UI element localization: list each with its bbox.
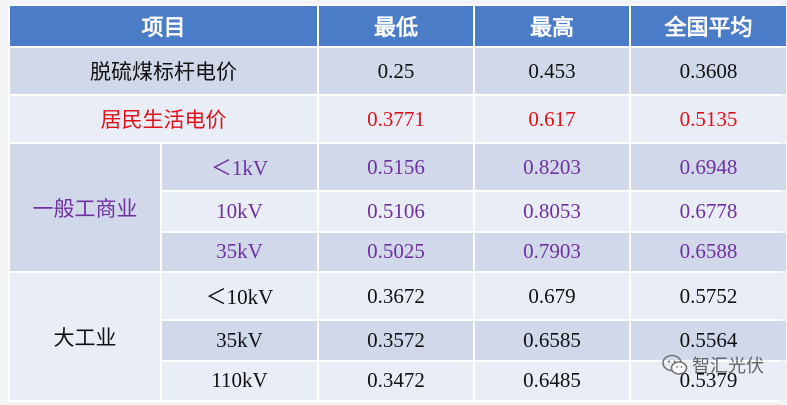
- cell-avg: 0.3608: [631, 48, 787, 95]
- cell-high: 0.617: [475, 96, 630, 143]
- cell-low: 0.3771: [319, 96, 474, 143]
- electricity-price-table: 项目 最低 最高 全国平均 脱硫煤标杆电价 0.25 0.453 0.3608 …: [8, 4, 787, 402]
- cell-avg: 0.6588: [631, 232, 787, 272]
- header-item: 项目: [10, 6, 318, 46]
- cell-high: 0.6585: [475, 321, 630, 360]
- table-row: 脱硫煤标杆电价 0.25 0.453 0.3608: [10, 48, 787, 95]
- cell-low: 0.5156: [319, 144, 474, 191]
- header-high: 最高: [475, 6, 630, 46]
- price-table-container: 项目 最低 最高 全国平均 脱硫煤标杆电价 0.25 0.453 0.3608 …: [8, 4, 787, 402]
- row-label: 脱硫煤标杆电价: [10, 48, 318, 95]
- table-row: 35kV 0.3572 0.6585 0.5564: [10, 321, 787, 360]
- cell-high: 0.453: [475, 48, 630, 95]
- cell-avg: 0.5564: [631, 321, 787, 360]
- table-row: 大工业 ＜10kV 0.3672 0.679 0.5752: [10, 273, 787, 400]
- cell-low: 0.5106: [319, 192, 474, 231]
- voltage-label: 10kV: [162, 192, 318, 231]
- cell-high: 0.8053: [475, 192, 630, 231]
- cell-avg: 0.5135: [631, 96, 787, 143]
- voltage-label: 35kV: [162, 321, 318, 360]
- cell-high: 0.6485: [475, 361, 630, 400]
- group-label-industry: 大工业: [10, 273, 160, 400]
- voltage-label: 35kV: [162, 232, 318, 272]
- cell-avg: 0.6948: [631, 144, 787, 191]
- cell-avg: 0.5379: [631, 361, 787, 400]
- header-row: 项目 最低 最高 全国平均: [10, 6, 787, 46]
- row-label: 居民生活电价: [10, 96, 318, 143]
- header-average: 全国平均: [631, 6, 787, 46]
- table-row: 居民生活电价 0.3771 0.617 0.5135: [10, 96, 787, 143]
- cell-avg: 0.6778: [631, 192, 787, 231]
- voltage-label: ＜10kV: [162, 273, 318, 320]
- cell-low: 0.3572: [319, 321, 474, 360]
- cell-low: 0.25: [319, 48, 474, 95]
- table-row: 110kV 0.3472 0.6485 0.5379: [10, 361, 787, 400]
- cell-high: 0.679: [475, 273, 630, 320]
- table-row: 10kV 0.5106 0.8053 0.6778: [10, 192, 787, 231]
- group-label-commercial: 一般工商业: [10, 144, 160, 272]
- table-row: 35kV 0.5025 0.7903 0.6588: [10, 232, 787, 272]
- cell-low: 0.3472: [319, 361, 474, 400]
- voltage-label: ＜1kV: [162, 144, 318, 191]
- header-low: 最低: [319, 6, 474, 46]
- cell-avg: 0.5752: [631, 273, 787, 320]
- cell-low: 0.3672: [319, 273, 474, 320]
- cell-high: 0.7903: [475, 232, 630, 272]
- cell-low: 0.5025: [319, 232, 474, 272]
- table-row: 一般工商业 ＜1kV 0.5156 0.8203 0.6948: [10, 144, 787, 272]
- cell-high: 0.8203: [475, 144, 630, 191]
- voltage-label: 110kV: [162, 361, 318, 400]
